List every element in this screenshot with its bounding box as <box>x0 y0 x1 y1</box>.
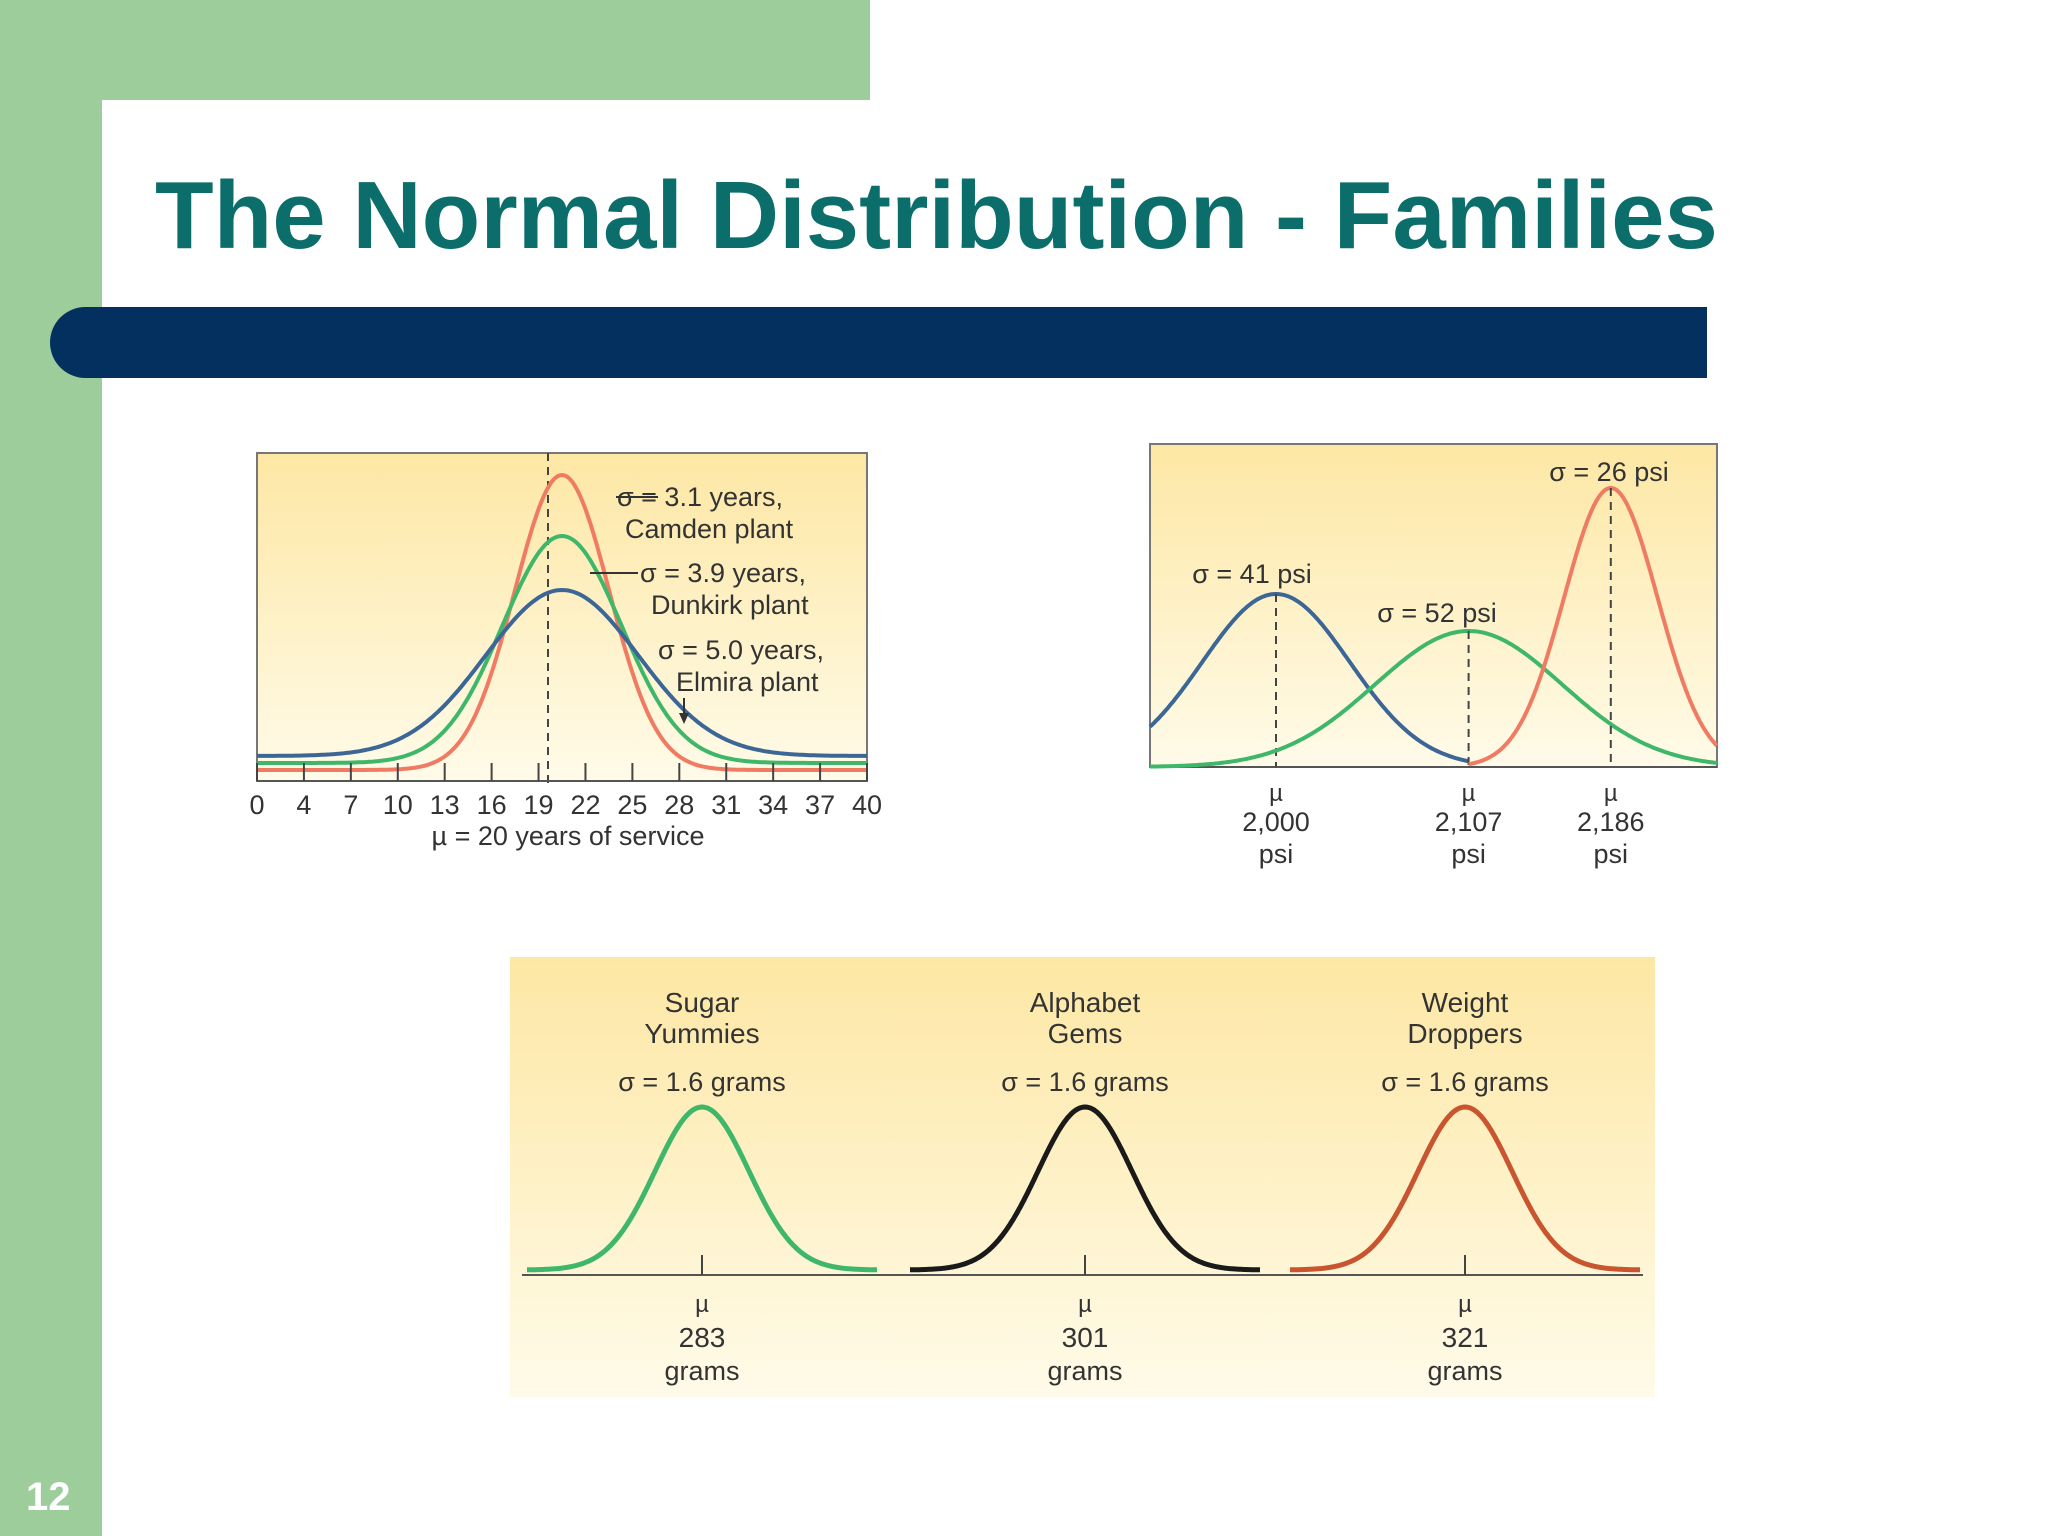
dunkirk-label-line2: Dunkirk plant <box>651 590 809 620</box>
grams-mean-value: 301 <box>1062 1322 1109 1353</box>
top-green-band <box>0 0 870 100</box>
left-green-sidebar <box>0 0 102 1536</box>
psi-unit-label: psi <box>1451 839 1486 869</box>
grams-curve-3 <box>1290 1104 1640 1273</box>
years-curve-1 <box>257 472 867 772</box>
psi-curve-3 <box>1468 486 1719 767</box>
chart1-tick-label: 34 <box>758 790 788 820</box>
chart1-tick-label: 40 <box>852 790 882 820</box>
grams-sigma-label: σ = 1.6 grams <box>1001 1067 1168 1097</box>
grams-mean-value: 321 <box>1442 1322 1489 1353</box>
psi-curve-2 <box>1149 629 1718 769</box>
grams-product-name-line2: Yummies <box>644 1018 759 1049</box>
chart1-tick-label: 28 <box>664 790 694 820</box>
chart1-tick-label: 31 <box>711 790 741 820</box>
grams-unit-label: grams <box>664 1356 739 1386</box>
psi-mean-value: 2,000 <box>1242 807 1310 837</box>
psi-sigma-label: σ = 41 psi <box>1192 559 1311 589</box>
chart1-tick-label: 10 <box>383 790 413 820</box>
grams-mu-symbol: µ <box>1078 1291 1092 1318</box>
grams-curve-2 <box>910 1104 1260 1273</box>
title-underline-bar <box>50 307 1707 378</box>
elmira-leader-arrow <box>679 713 689 724</box>
psi-mean-value: 2,107 <box>1435 807 1503 837</box>
grams-product-name-line1: Alphabet <box>1030 987 1141 1018</box>
chart1-tick-label: 19 <box>524 790 554 820</box>
chart1-tick-label: 22 <box>570 790 600 820</box>
psi-sigma-label: σ = 26 psi <box>1549 457 1668 487</box>
grams-product-name-line2: Droppers <box>1407 1018 1522 1049</box>
grams-mu-symbol: µ <box>695 1291 709 1318</box>
dunkirk-label-line1: σ = 3.9 years, <box>640 558 806 588</box>
slide-title: The Normal Distribution - Families <box>155 162 1718 269</box>
chart1-tick-label: 13 <box>430 790 460 820</box>
psi-mean-value: 2,186 <box>1577 807 1645 837</box>
grams-product-name-line1: Weight <box>1422 987 1509 1018</box>
years-curve-3 <box>257 587 867 758</box>
grams-unit-label: grams <box>1427 1356 1502 1386</box>
chart1-tick-label: 25 <box>617 790 647 820</box>
grams-product-name-line1: Sugar <box>665 987 740 1018</box>
grams-sigma-label: σ = 1.6 grams <box>618 1067 785 1097</box>
grams-mean-value: 283 <box>679 1322 726 1353</box>
psi-unit-label: psi <box>1594 839 1629 869</box>
page-number: 12 <box>26 1475 71 1519</box>
psi-mu-symbol: µ <box>1462 780 1476 807</box>
chart1-panel <box>256 452 868 782</box>
grams-mu-symbol: µ <box>1458 1291 1472 1318</box>
psi-sigma-label: σ = 52 psi <box>1377 598 1496 628</box>
grams-curve-1 <box>527 1104 877 1273</box>
years-curve-2 <box>257 533 867 765</box>
chart3-panel <box>510 957 1655 1397</box>
chart1-tick-label: 7 <box>343 790 358 820</box>
chart1-tick-label: 16 <box>477 790 507 820</box>
psi-mu-symbol: µ <box>1269 780 1283 807</box>
chart1-tick-label: 37 <box>805 790 835 820</box>
grams-unit-label: grams <box>1047 1356 1122 1386</box>
elmira-label-line2: Elmira plant <box>676 667 819 697</box>
psi-unit-label: psi <box>1259 839 1294 869</box>
psi-mu-symbol: µ <box>1604 780 1618 807</box>
elmira-label-line1: σ = 5.0 years, <box>658 635 824 665</box>
chart1-tick-label: 0 <box>249 790 264 820</box>
years-of-service-chart: 0 4 7 10 13 16 19 22 25 28 31 34 37 40 µ = 20 years o… <box>249 452 882 851</box>
chart1-tick-label: 4 <box>296 790 311 820</box>
chart1-x-label: µ = 20 years of service <box>432 821 705 851</box>
camden-label-line1: σ = 3.1 years, <box>617 482 783 512</box>
grams-product-name-line2: Gems <box>1048 1018 1123 1049</box>
psi-curve-1 <box>1148 592 1470 764</box>
grams-sigma-label: σ = 1.6 grams <box>1381 1067 1548 1097</box>
camden-label-line2: Camden plant <box>625 514 794 544</box>
